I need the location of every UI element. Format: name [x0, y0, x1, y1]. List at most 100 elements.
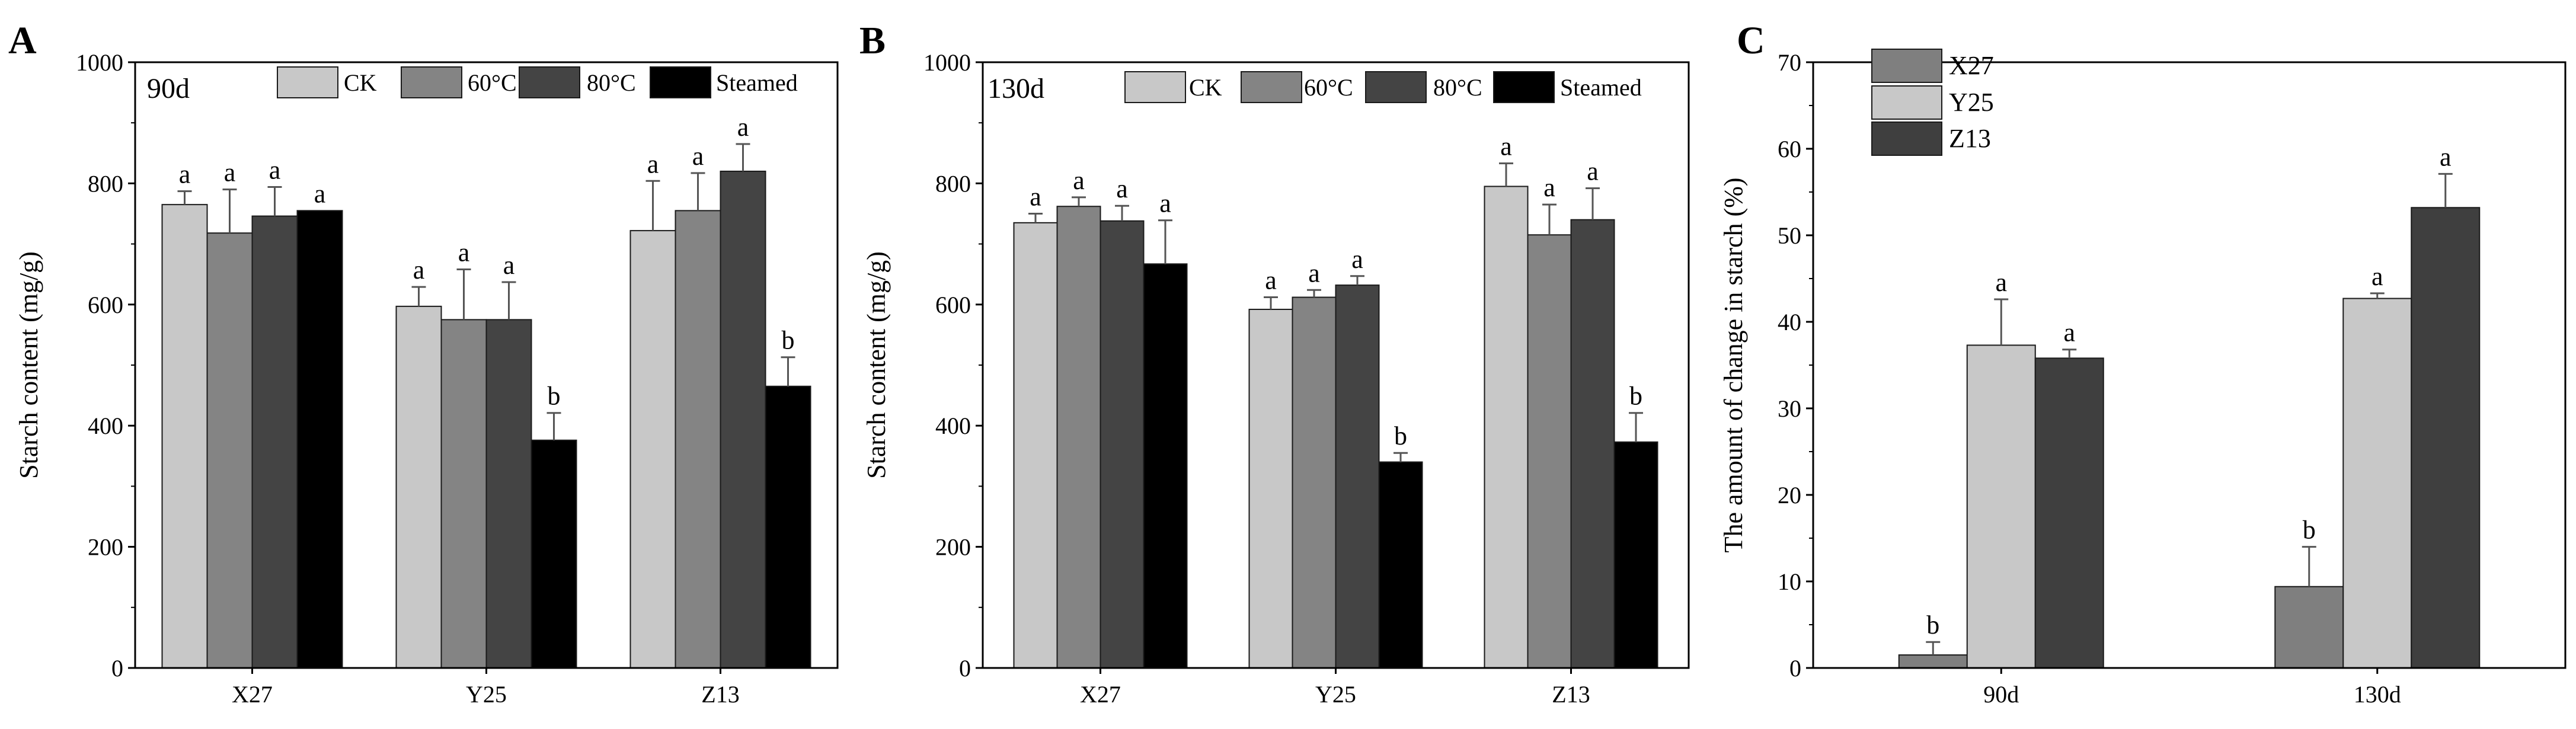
- legend-swatch: [1365, 71, 1427, 103]
- bar: [206, 232, 253, 669]
- legend-label: CK: [1189, 74, 1222, 101]
- significance-letter: a: [503, 251, 515, 280]
- bar: [395, 305, 442, 669]
- x-tick-label: X27: [1080, 681, 1121, 708]
- significance-letter: a: [458, 238, 470, 267]
- legend-swatch: [1493, 71, 1555, 103]
- y-tick-label: 1000: [76, 49, 123, 76]
- bar: [1484, 186, 1529, 669]
- legend-label: Steamed: [716, 69, 798, 96]
- y-axis-label: Starch content (mg/g): [862, 251, 891, 479]
- legend-label: Y25: [1949, 88, 1994, 117]
- x-tick-label: Y25: [1315, 681, 1356, 708]
- legend-swatch: [277, 66, 338, 98]
- y-tick-label: 40: [1778, 309, 1801, 335]
- legend-swatch: [1871, 122, 1942, 156]
- legend-label: CK: [344, 69, 377, 96]
- y-tick-label: 800: [935, 170, 971, 197]
- significance-letter: a: [2440, 142, 2452, 171]
- bar: [1613, 441, 1658, 669]
- significance-letter: a: [179, 160, 191, 189]
- bar: [1570, 219, 1615, 669]
- y-tick-label: 200: [88, 534, 123, 561]
- significance-letter: b: [1629, 382, 1642, 411]
- y-tick-label: 200: [935, 534, 971, 561]
- significance-letter: a: [1351, 245, 1363, 274]
- y-tick-label: 50: [1778, 222, 1801, 249]
- bar: [1335, 284, 1380, 669]
- chart-panel-b: a a a a X27 a a a b Y25 a a a b Z13 0 200 400 600 800 1000 St…: [862, 49, 1690, 708]
- significance-letter: a: [1308, 258, 1320, 287]
- significance-letter: a: [2063, 318, 2075, 347]
- y-tick-label: 800: [88, 170, 123, 197]
- x-tick-label: 130d: [2354, 681, 2401, 708]
- panel-label-b: B: [859, 19, 886, 62]
- y-axis-label: Starch content (mg/g): [14, 251, 43, 479]
- panel-label-a: A: [8, 19, 37, 62]
- significance-letter: a: [314, 179, 326, 208]
- significance-letter: a: [1587, 157, 1599, 186]
- significance-letter: a: [737, 113, 749, 142]
- y-tick-label: 600: [88, 292, 123, 318]
- legend-label: 80°C: [587, 69, 636, 96]
- legend-label: Steamed: [1560, 74, 1642, 101]
- y-tick-label: 0: [111, 655, 123, 682]
- bar: [1898, 654, 1968, 669]
- bar: [161, 204, 208, 669]
- significance-letter: a: [1159, 189, 1171, 218]
- significance-letter: a: [1500, 132, 1512, 161]
- y-tick-label: 400: [88, 413, 123, 439]
- chart-panel-c: b a a 90d b a a 130d 0 10 20 30 40 50 60 70 The amount o…: [1719, 49, 2567, 708]
- bar: [2411, 207, 2481, 669]
- bar: [2342, 298, 2412, 669]
- significance-letter: a: [2372, 262, 2383, 291]
- x-tick-label: Z13: [1552, 681, 1590, 708]
- significance-letter: a: [224, 158, 236, 187]
- significance-letter: b: [2303, 516, 2316, 545]
- bar: [296, 210, 343, 669]
- bar: [1143, 263, 1188, 669]
- significance-letter: a: [269, 156, 281, 185]
- legend-swatch: [1871, 49, 1942, 83]
- significance-letter: b: [782, 326, 795, 355]
- legend-label: 60°C: [1304, 74, 1353, 101]
- period-annotation: 130d: [987, 73, 1044, 104]
- legend-label: Z13: [1949, 124, 1991, 153]
- bar: [1378, 461, 1423, 669]
- y-tick-label: 1000: [923, 49, 971, 76]
- bar: [1248, 308, 1293, 669]
- significance-letter: b: [1394, 421, 1407, 450]
- bar: [530, 439, 577, 669]
- legend-swatch: [1124, 71, 1186, 103]
- bar: [1100, 220, 1145, 669]
- significance-letter: a: [1995, 268, 2007, 297]
- y-axis-label: The amount of change in starch (%): [1719, 178, 1748, 553]
- legend-swatch: [650, 66, 711, 98]
- legend-swatch: [1241, 71, 1302, 103]
- legend-label: X27: [1949, 51, 1994, 80]
- x-tick-label: Y25: [466, 681, 507, 708]
- significance-letter: a: [1116, 174, 1128, 203]
- bar: [2034, 357, 2104, 669]
- y-tick-label: 400: [935, 413, 971, 439]
- legend-swatch: [1871, 85, 1942, 120]
- bar: [675, 210, 721, 669]
- y-tick-label: 60: [1778, 136, 1801, 162]
- significance-letter: a: [1265, 266, 1277, 295]
- y-tick-label: 0: [1789, 655, 1801, 682]
- y-tick-label: 30: [1778, 395, 1801, 422]
- significance-letter: a: [413, 255, 425, 284]
- significance-letter: a: [692, 142, 704, 171]
- significance-letter: a: [647, 149, 659, 178]
- significance-letter: a: [1073, 166, 1085, 195]
- bar: [485, 319, 532, 669]
- legend-label: 80°C: [1433, 74, 1482, 101]
- bar: [1966, 344, 2036, 669]
- bar: [720, 170, 766, 669]
- y-tick-label: 70: [1778, 49, 1801, 76]
- bar: [1292, 296, 1337, 669]
- x-tick-label: 90d: [1983, 681, 2019, 708]
- y-tick-label: 10: [1778, 568, 1801, 595]
- x-tick-label: X27: [232, 681, 273, 708]
